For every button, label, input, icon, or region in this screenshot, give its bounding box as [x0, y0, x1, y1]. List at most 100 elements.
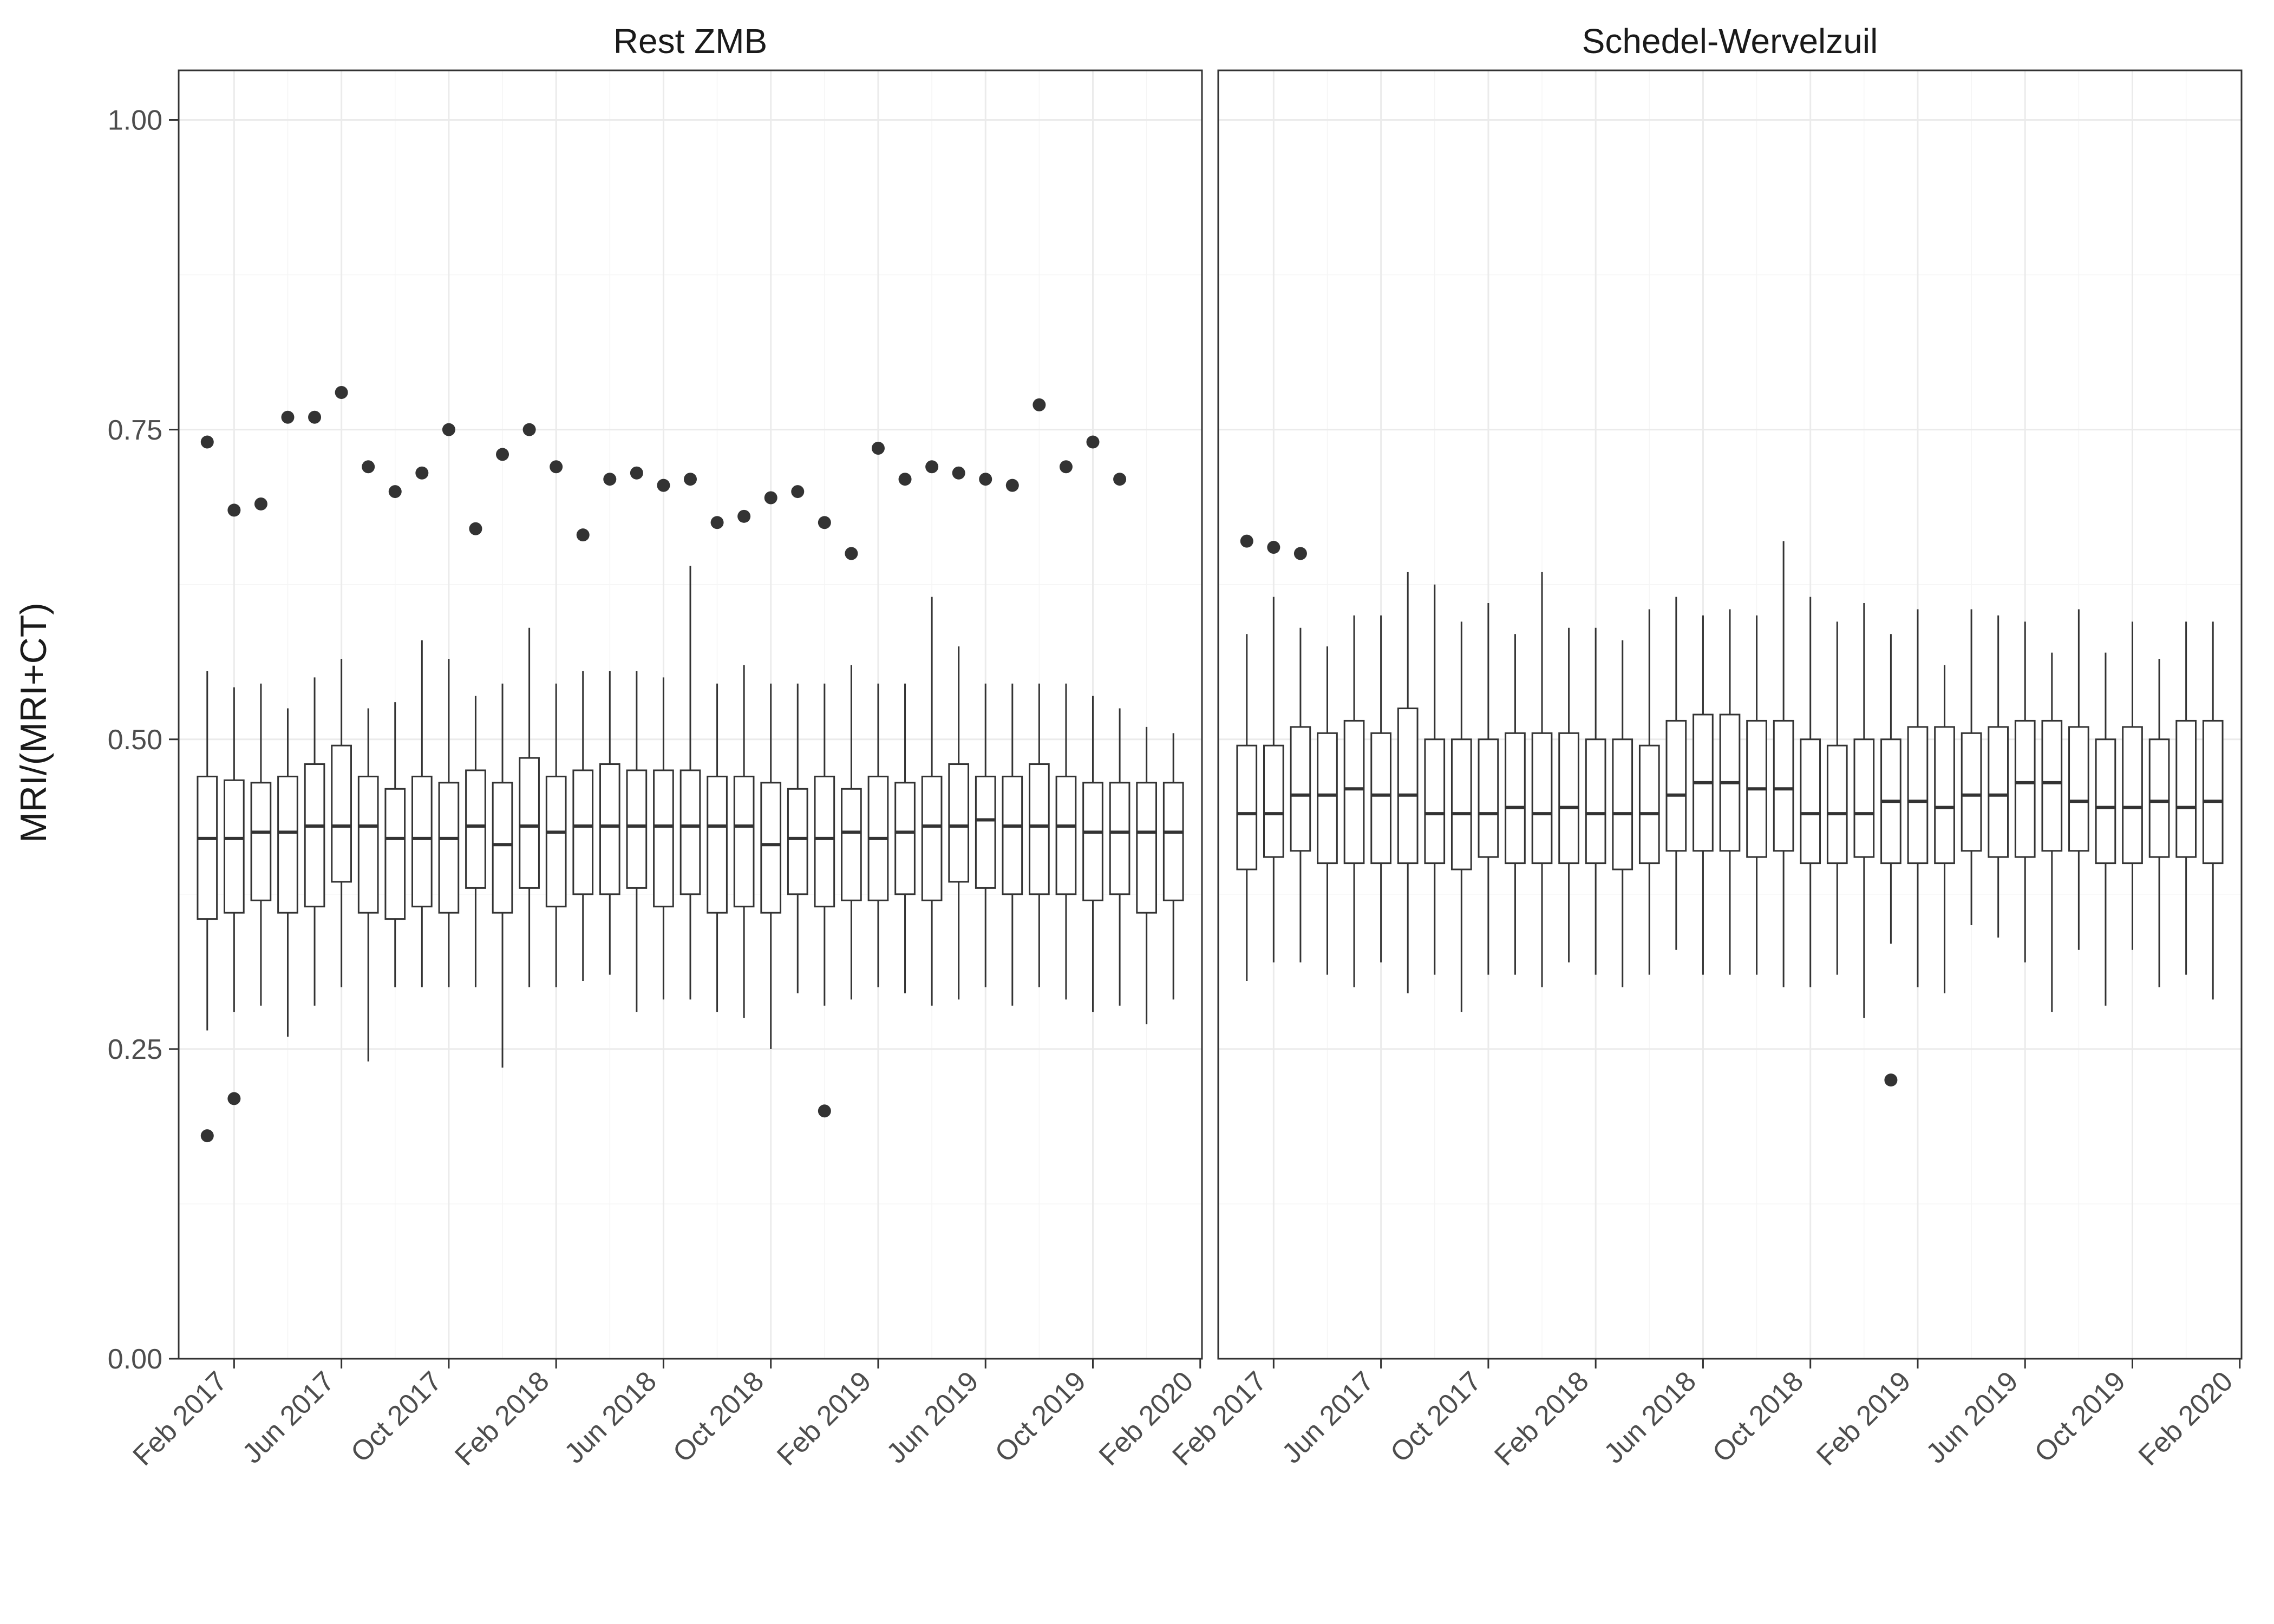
x-tick-label: Jun 2018	[559, 1365, 663, 1469]
outlier-point	[389, 485, 402, 498]
box	[842, 789, 861, 900]
x-tick-label: Oct 2019	[989, 1365, 1092, 1468]
outlier-point	[1033, 398, 1045, 411]
outlier-point	[442, 423, 455, 436]
box	[1003, 776, 1022, 894]
outlier-point	[362, 460, 375, 473]
outlier-point	[603, 473, 616, 486]
box	[520, 758, 539, 888]
box	[1237, 745, 1257, 869]
box	[1613, 739, 1632, 869]
outlier-point	[872, 442, 885, 455]
box	[358, 776, 378, 913]
x-tick-label: Oct 2018	[667, 1365, 770, 1468]
y-tick-label: 1.00	[108, 105, 162, 136]
box	[2069, 727, 2089, 851]
x-tick-label: Jun 2019	[1920, 1365, 2024, 1469]
x-tick-label: Oct 2017	[345, 1365, 448, 1468]
box	[1398, 709, 1417, 863]
outlier-point	[845, 547, 858, 560]
outlier-point	[1060, 460, 1073, 473]
y-tick-label: 0.50	[108, 724, 162, 756]
box	[681, 770, 700, 894]
box	[896, 783, 915, 894]
box	[654, 770, 674, 907]
outlier-point	[791, 485, 804, 498]
y-tick-label: 0.00	[108, 1344, 162, 1375]
box	[2123, 727, 2142, 863]
outlier-point	[1294, 547, 1307, 560]
x-tick-label: Feb 2018	[449, 1365, 555, 1471]
box	[1371, 733, 1391, 863]
box	[225, 780, 244, 913]
box	[1164, 783, 1183, 900]
facet-strip-label: Schedel-Wervelzuil	[1582, 22, 1878, 61]
box	[546, 776, 566, 906]
box	[1908, 727, 1927, 863]
outlier-point	[415, 467, 428, 480]
outlier-point	[201, 1129, 214, 1142]
box	[627, 770, 646, 888]
outlier-point	[1240, 535, 1253, 548]
box	[1110, 783, 1129, 894]
x-tick-label: Oct 2019	[2029, 1365, 2132, 1468]
box	[1452, 739, 1471, 869]
outlier-point	[657, 479, 670, 492]
box	[493, 783, 512, 913]
outlier-point	[979, 473, 992, 486]
x-tick-label: Feb 2018	[1488, 1365, 1595, 1471]
outlier-point	[335, 386, 348, 399]
box	[600, 764, 619, 894]
outlier-point	[281, 411, 294, 424]
box	[1962, 733, 1981, 850]
box	[412, 776, 432, 906]
outlier-point	[1006, 479, 1019, 492]
box	[1344, 721, 1364, 863]
box	[734, 776, 754, 906]
box	[815, 776, 834, 906]
outlier-point	[684, 473, 697, 486]
x-tick-label: Jun 2017	[1276, 1365, 1380, 1469]
box	[1667, 721, 1686, 850]
box	[1479, 739, 1498, 857]
box	[1989, 727, 2008, 857]
outlier-point	[899, 473, 912, 486]
y-tick-label: 0.75	[108, 415, 162, 446]
outlier-point	[577, 528, 590, 541]
outlier-point	[496, 448, 509, 461]
outlier-point	[469, 522, 482, 535]
box	[198, 776, 217, 919]
box	[2015, 721, 2035, 857]
box	[1425, 739, 1445, 863]
box	[949, 764, 969, 882]
x-tick-label: Feb 2019	[1811, 1365, 1917, 1471]
box	[278, 776, 298, 913]
box	[1935, 727, 1955, 863]
box	[1827, 745, 1847, 863]
box	[305, 764, 324, 907]
box	[1291, 727, 1310, 851]
box	[976, 776, 995, 888]
box	[1854, 739, 1874, 857]
chart-root: MRI/(MRI+CT)Rest ZMBFeb 2017Jun 2017Oct …	[0, 0, 2274, 1624]
box	[708, 776, 727, 913]
chart-svg: MRI/(MRI+CT)Rest ZMBFeb 2017Jun 2017Oct …	[0, 0, 2274, 1624]
x-tick-label: Feb 2017	[127, 1365, 233, 1471]
box	[466, 770, 486, 888]
box	[1056, 776, 1076, 894]
box	[1137, 783, 1156, 913]
x-tick-label: Feb 2020	[2133, 1365, 2239, 1471]
outlier-point	[818, 1104, 831, 1117]
outlier-point	[308, 411, 321, 424]
box	[2042, 721, 2062, 850]
box	[788, 789, 807, 894]
facet-strip-label: Rest ZMB	[613, 22, 767, 61]
outlier-point	[227, 1092, 240, 1105]
box	[385, 789, 405, 919]
outlier-point	[227, 503, 240, 516]
outlier-point	[254, 497, 267, 510]
outlier-point	[818, 516, 831, 529]
box	[1639, 745, 1659, 863]
box	[1532, 733, 1552, 863]
outlier-point	[630, 467, 643, 480]
